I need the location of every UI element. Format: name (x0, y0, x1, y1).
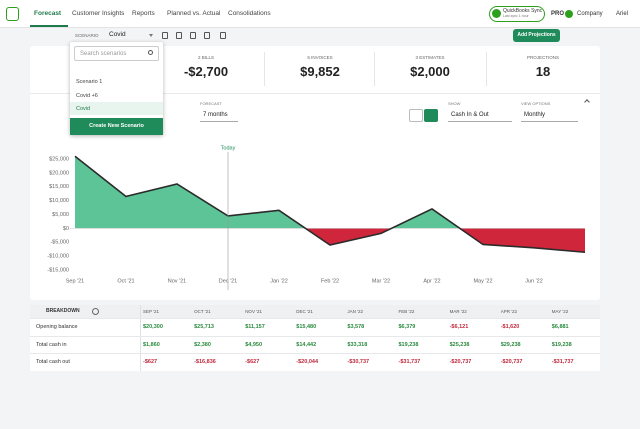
scenario-select[interactable]: Covid (109, 31, 126, 38)
kpi-value: -$2,700 (183, 64, 229, 79)
plan-check (565, 10, 573, 18)
column-header: OCT '21 (194, 309, 211, 314)
scenario-item[interactable]: Scenario 1 (76, 79, 103, 85)
kpi-label: PROJECTIONS (526, 55, 559, 60)
company-menu[interactable]: Company (577, 11, 603, 17)
cell: -$627 (245, 359, 260, 365)
filter-label: SHOW (448, 101, 461, 106)
cell: -$1,620 (500, 324, 520, 330)
cell: -$31,737 (398, 359, 421, 365)
logo[interactable] (6, 7, 19, 21)
filter-label: FORECAST (200, 101, 222, 106)
toolbar-icon[interactable] (220, 32, 226, 39)
scenario-item[interactable]: Covid +6 (76, 92, 98, 99)
toolbar-icon[interactable] (162, 32, 168, 39)
kpi-value: 18 (535, 64, 551, 79)
nav-tab[interactable]: Planned vs. Actual (167, 10, 221, 17)
cell: $11,157 (245, 324, 265, 330)
add-projections-button[interactable]: Add Projections (513, 29, 560, 42)
toolbar-icon[interactable] (204, 32, 210, 39)
cell: $25,238 (449, 341, 470, 348)
column-header: SEP '21 (143, 309, 160, 314)
cell: $6,379 (398, 324, 416, 330)
search-box[interactable]: Search scenarios (74, 46, 159, 61)
sync-title: QuickBooks Sync (503, 8, 543, 14)
search-icon (148, 50, 153, 55)
cell: $29,238 (500, 341, 521, 348)
cell: $25,713 (194, 324, 214, 330)
breakdown-header: BREAKDOWN (46, 308, 80, 314)
cell: $20,300 (143, 324, 163, 330)
kpi-value: $2,000 (410, 64, 450, 79)
filter-select[interactable]: Cash In & Out (448, 109, 512, 122)
cell: $4,950 (245, 341, 263, 348)
kpi-label: 3 ESTIMATES (415, 55, 445, 60)
line-view-toggle[interactable] (424, 109, 438, 122)
row-label[interactable]: Total cash out (36, 359, 70, 365)
bar-view-toggle[interactable] (409, 109, 423, 122)
column-header: MAR '22 (449, 309, 467, 314)
row-label[interactable]: Total cash in (36, 341, 67, 348)
kpi-divider (486, 52, 487, 86)
scenario-dropdown: Search scenarios Scenario 1 Covid +6 Covid C… (70, 42, 163, 135)
cell: -$20,737 (449, 359, 472, 365)
nav-tab[interactable]: Forecast (34, 10, 62, 17)
cell: $6,881 (551, 324, 569, 330)
scenario-item[interactable]: Covid (70, 102, 163, 115)
cell: -$20,044 (296, 359, 319, 365)
cell: $19,238 (398, 341, 419, 348)
settings-icon[interactable] (92, 308, 99, 315)
row-divider (30, 353, 600, 354)
toolbar-icon[interactable] (176, 32, 182, 39)
filter-select[interactable]: 7 months (200, 109, 238, 122)
cell: $15,480 (296, 324, 317, 330)
header-rule (30, 93, 600, 94)
kpi-divider (374, 52, 375, 86)
plan-badge: PRO (551, 11, 565, 17)
column-header: FEB '22 (398, 309, 415, 314)
column-header: NOV '21 (245, 309, 263, 314)
cell: $2,380 (194, 341, 211, 348)
scenario-label: SCENARIO (75, 33, 99, 38)
cell: -$16,836 (194, 359, 216, 365)
label-column-divider (140, 305, 141, 371)
cell: -$627 (143, 359, 158, 365)
nav-tab[interactable]: Reports (132, 10, 155, 17)
top-nav (0, 0, 640, 28)
cell: $19,238 (551, 341, 572, 348)
row-divider (30, 318, 600, 319)
user-menu[interactable]: Ariel (616, 11, 629, 17)
row-divider (30, 335, 600, 337)
kpi-label: 5 INVOICES (307, 55, 333, 60)
row-label: Opening balance (36, 324, 78, 330)
filter-label: VIEW OPTIONS (521, 101, 551, 106)
cell: $1,860 (143, 341, 160, 348)
kpi-divider (264, 52, 265, 86)
cell: -$30,737 (347, 359, 370, 365)
nav-tab[interactable]: Customer Insights (72, 10, 125, 17)
cell: $33,318 (347, 341, 368, 348)
column-header: JAN '22 (347, 309, 364, 314)
filter-select[interactable]: Monthly (521, 109, 578, 122)
column-header: APR '22 (500, 309, 518, 314)
scenario-caret (149, 34, 153, 37)
cell: -$6,121 (449, 324, 469, 330)
column-header: MAY '22 (551, 309, 569, 314)
kpi-value: $9,852 (300, 64, 340, 79)
toolbar-icon[interactable] (190, 32, 196, 39)
cell: $3,578 (347, 324, 365, 330)
sync-subtitle: Last sync 1 hour (503, 14, 529, 18)
create-scenario-button[interactable]: Create New Scenario (70, 118, 163, 135)
cell: -$31,737 (551, 359, 574, 365)
sync-pill[interactable] (489, 6, 545, 22)
kpi-label: 2 BILLS (197, 55, 214, 60)
nav-tab[interactable]: Consolidations (228, 10, 271, 17)
sync-icon (492, 9, 501, 18)
column-header: DEC '21 (296, 309, 313, 314)
cell: $14,442 (296, 341, 317, 348)
table-header-row (30, 305, 600, 318)
active-tab-underline (30, 25, 68, 27)
cell: -$20,737 (500, 359, 523, 365)
